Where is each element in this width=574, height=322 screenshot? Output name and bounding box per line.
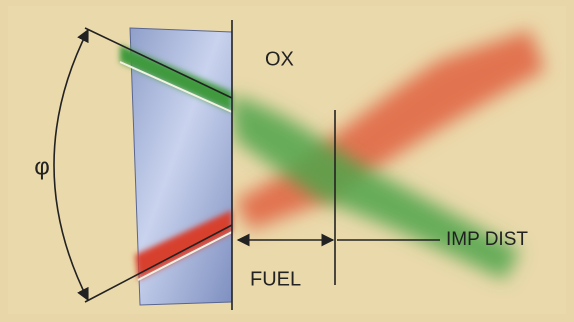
imp-dist-label: IMP DIST — [446, 229, 528, 250]
fuel-label: FUEL — [250, 268, 301, 290]
angle-label: φ — [34, 153, 50, 180]
injector-diagram: φ OX FUEL IMP DIST — [0, 0, 574, 322]
ox-label: OX — [265, 48, 294, 70]
